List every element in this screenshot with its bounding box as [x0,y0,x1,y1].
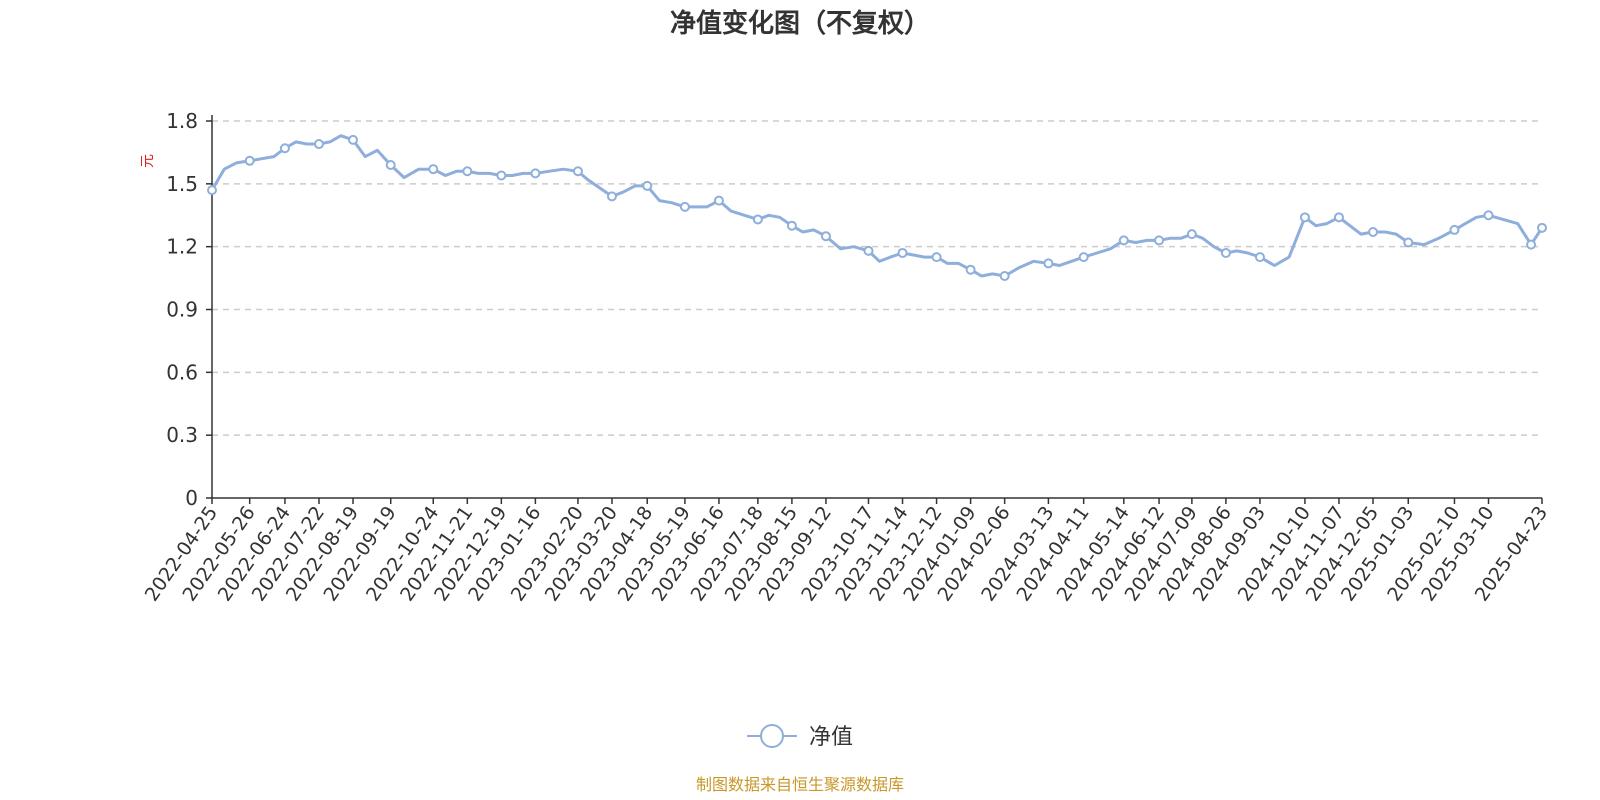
y-tick-label: 0.9 [166,298,198,322]
y-axis-ticks: 0 0.3 0.6 0.9 1.2 1.5 1.8 [166,109,212,510]
chart-title: 净值变化图（不复权） [670,8,930,39]
data-point [1043,258,1054,269]
data-point [752,214,763,225]
data-point [496,170,507,181]
data-point [1186,229,1197,240]
data-point [1220,247,1231,258]
data-point [1526,239,1537,250]
legend[interactable]: 净值 [747,724,853,750]
data-source-note: 制图数据来自恒生聚源数据库 [696,775,904,794]
data-point [428,164,439,175]
data-point [572,166,583,177]
data-point [348,134,359,145]
data-point [713,195,724,206]
x-axis-ticks: 2022-04-252022-05-262022-06-242022-07-22… [141,498,1552,605]
data-point [530,168,541,179]
grid-lines [212,120,1542,436]
data-point [1449,224,1460,235]
axes [211,115,1542,499]
series-line-nav [210,134,1544,278]
data-point [1254,252,1265,263]
data-point [642,180,653,191]
data-point [1118,235,1129,246]
data-point [279,143,290,154]
y-tick-label: 1.8 [166,109,198,133]
data-point [786,220,797,231]
data-point [679,201,690,212]
y-tick-label: 1.2 [166,235,198,259]
data-point [1483,210,1494,221]
data-point [1403,237,1414,248]
legend-circle-icon [760,724,784,748]
data-point [1299,212,1310,223]
data-point [897,247,908,258]
y-tick-label: 0.3 [166,423,198,447]
series-group [207,134,1547,281]
data-point [820,231,831,242]
data-point [931,252,942,263]
y-tick-label: 0.6 [166,360,198,384]
data-point [462,166,473,177]
data-point [1368,227,1379,238]
data-point [606,191,617,202]
data-point [965,264,976,275]
data-point [385,159,396,170]
y-tick-label: 0 [185,486,198,510]
data-point [863,245,874,256]
data-point [1537,222,1547,233]
data-point [1154,235,1165,246]
y-tick-label: 1.5 [166,172,198,196]
data-point [1078,252,1089,263]
data-point [313,139,324,150]
data-point [207,185,217,196]
y-axis-unit-label: 元 [140,154,156,168]
data-point [1333,212,1344,223]
data-point [999,270,1010,281]
legend-label: 净值 [809,725,853,750]
data-point [244,155,255,166]
